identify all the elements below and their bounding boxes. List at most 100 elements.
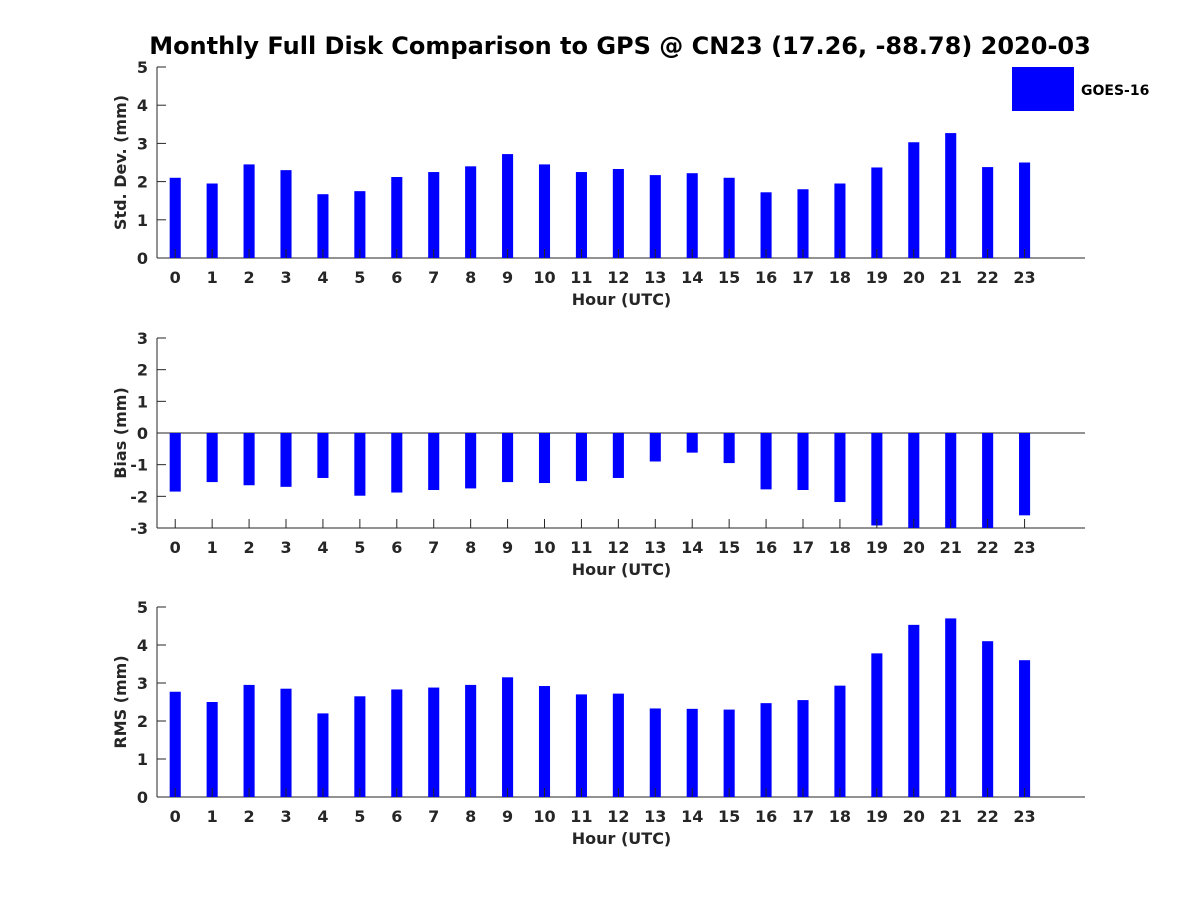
legend-label: GOES-16 bbox=[1081, 83, 1149, 99]
x-tick-label: 15 bbox=[718, 538, 740, 557]
x-tick-label: 4 bbox=[317, 538, 328, 557]
bar bbox=[354, 191, 366, 258]
x-tick-label: 2 bbox=[244, 268, 255, 287]
y-axis-label: RMS (mm) bbox=[111, 655, 130, 748]
bar bbox=[280, 688, 292, 797]
bar bbox=[317, 194, 329, 258]
bar bbox=[945, 618, 957, 797]
x-axis-label: Hour (UTC) bbox=[572, 560, 672, 579]
y-tick-label: -1 bbox=[130, 456, 148, 475]
x-tick-label: 4 bbox=[317, 807, 328, 826]
bar bbox=[945, 133, 957, 258]
x-tick-label: 16 bbox=[755, 268, 777, 287]
x-tick-label: 5 bbox=[354, 538, 365, 557]
bar bbox=[502, 433, 514, 483]
x-axis-label: Hour (UTC) bbox=[572, 290, 672, 309]
bar bbox=[1019, 433, 1031, 516]
y-axis-label: Bias (mm) bbox=[111, 387, 130, 479]
bar bbox=[686, 708, 698, 797]
x-tick-label: 16 bbox=[755, 807, 777, 826]
bar bbox=[465, 433, 477, 489]
x-tick-label: 21 bbox=[940, 807, 962, 826]
bar bbox=[686, 173, 698, 258]
x-tick-label: 14 bbox=[681, 807, 703, 826]
x-tick-label: 18 bbox=[829, 807, 851, 826]
bar bbox=[169, 691, 181, 797]
x-tick-label: 9 bbox=[502, 538, 513, 557]
bar bbox=[465, 166, 477, 258]
bar bbox=[354, 433, 366, 496]
bar bbox=[797, 700, 809, 797]
x-tick-label: 13 bbox=[644, 538, 666, 557]
chart-title: Monthly Full Disk Comparison to GPS @ CN… bbox=[149, 32, 1091, 60]
x-tick-label: 23 bbox=[1013, 807, 1035, 826]
y-tick-label: 5 bbox=[137, 58, 148, 77]
x-tick-label: 0 bbox=[170, 807, 181, 826]
x-tick-label: 3 bbox=[280, 538, 291, 557]
bar bbox=[834, 685, 846, 797]
x-tick-label: 10 bbox=[533, 538, 555, 557]
x-tick-label: 8 bbox=[465, 538, 476, 557]
x-tick-label: 18 bbox=[829, 538, 851, 557]
bar bbox=[317, 713, 329, 797]
bar bbox=[169, 433, 181, 492]
bar bbox=[649, 708, 661, 797]
x-tick-label: 7 bbox=[428, 807, 439, 826]
x-tick-label: 3 bbox=[280, 268, 291, 287]
x-tick-label: 5 bbox=[354, 268, 365, 287]
x-tick-label: 12 bbox=[607, 807, 629, 826]
y-tick-label: 0 bbox=[137, 249, 148, 268]
bar bbox=[982, 641, 994, 797]
bar bbox=[538, 686, 551, 797]
bar bbox=[612, 168, 624, 258]
bar bbox=[428, 687, 440, 797]
x-tick-label: 9 bbox=[502, 268, 513, 287]
x-tick-label: 23 bbox=[1013, 268, 1035, 287]
x-tick-label: 19 bbox=[866, 807, 888, 826]
y-tick-label: 2 bbox=[137, 712, 148, 731]
y-tick-label: 2 bbox=[137, 173, 148, 192]
bar bbox=[760, 192, 772, 258]
bar bbox=[612, 433, 624, 478]
x-tick-label: 11 bbox=[570, 807, 592, 826]
x-tick-label: 17 bbox=[792, 538, 814, 557]
x-tick-label: 20 bbox=[903, 807, 925, 826]
y-tick-label: 4 bbox=[137, 636, 148, 655]
bar bbox=[280, 433, 292, 487]
y-tick-label: 3 bbox=[137, 329, 148, 348]
x-tick-label: 4 bbox=[317, 268, 328, 287]
bar bbox=[465, 684, 477, 797]
y-tick-label: 0 bbox=[137, 424, 148, 443]
bar bbox=[391, 689, 403, 797]
bar bbox=[428, 172, 440, 258]
bar bbox=[354, 696, 366, 797]
x-tick-label: 16 bbox=[755, 538, 777, 557]
x-tick-label: 8 bbox=[465, 268, 476, 287]
x-tick-label: 2 bbox=[244, 807, 255, 826]
x-tick-label: 15 bbox=[718, 807, 740, 826]
x-tick-label: 20 bbox=[903, 268, 925, 287]
x-tick-label: 1 bbox=[207, 268, 218, 287]
bar bbox=[206, 702, 218, 797]
y-tick-label: 1 bbox=[137, 392, 148, 411]
y-tick-label: 0 bbox=[137, 788, 148, 807]
x-tick-label: 21 bbox=[940, 538, 962, 557]
bar bbox=[391, 433, 403, 493]
x-tick-label: 19 bbox=[866, 538, 888, 557]
bar bbox=[834, 183, 846, 258]
bar bbox=[723, 433, 735, 464]
bar bbox=[686, 433, 698, 453]
y-tick-label: 3 bbox=[137, 134, 148, 153]
x-tick-label: 19 bbox=[866, 268, 888, 287]
x-tick-label: 17 bbox=[792, 268, 814, 287]
x-tick-label: 6 bbox=[391, 268, 402, 287]
x-tick-label: 15 bbox=[718, 268, 740, 287]
x-tick-label: 0 bbox=[170, 538, 181, 557]
y-tick-label: -2 bbox=[130, 487, 148, 506]
bar bbox=[982, 167, 994, 258]
bar bbox=[428, 433, 440, 490]
x-tick-label: 13 bbox=[644, 268, 666, 287]
y-tick-label: 1 bbox=[137, 211, 148, 230]
